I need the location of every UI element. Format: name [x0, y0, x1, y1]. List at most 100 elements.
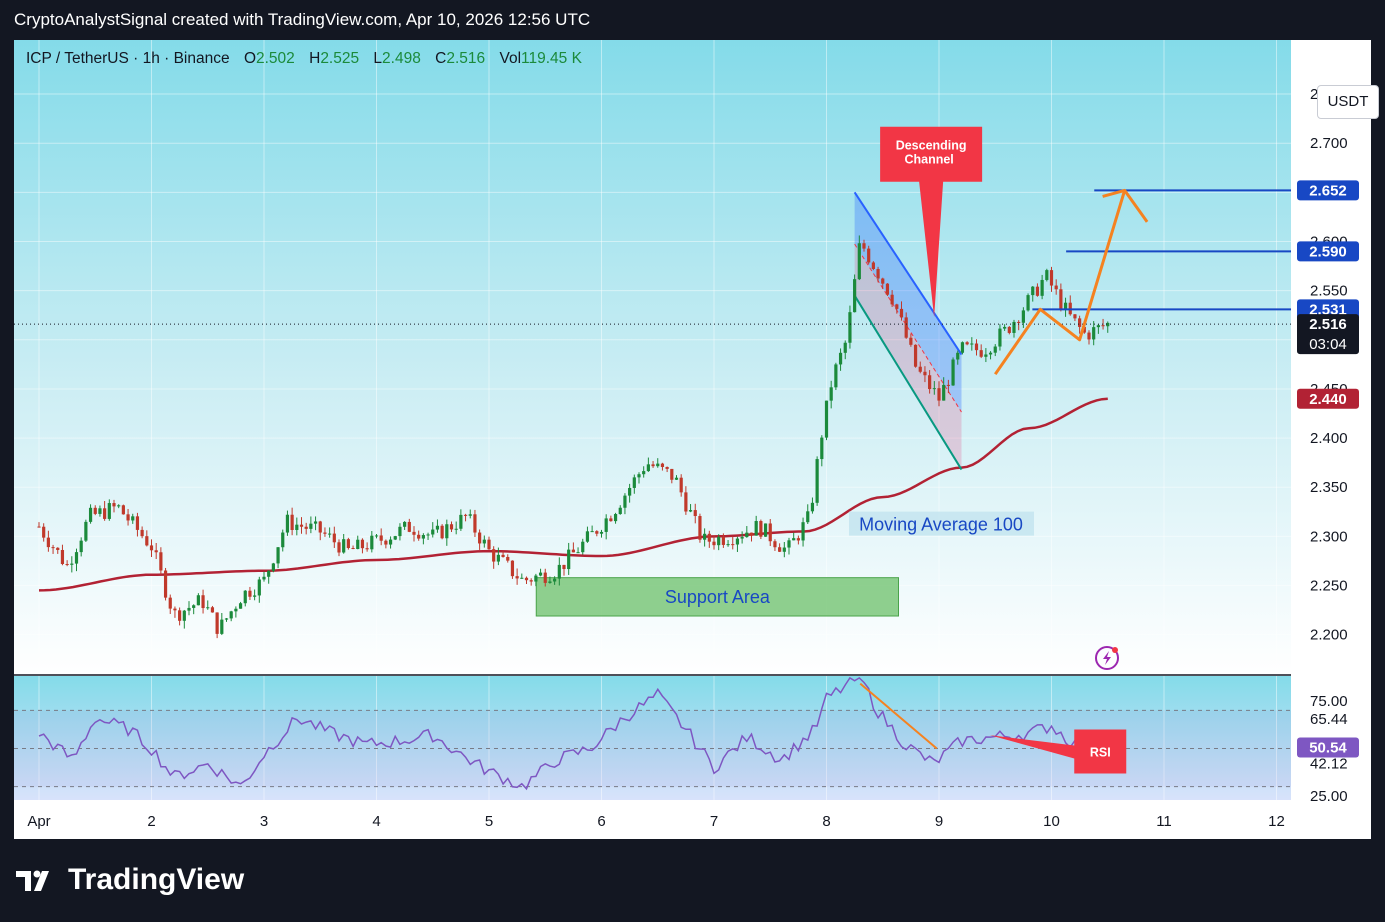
candle-bearish[interactable]: [871, 262, 875, 269]
currency-button[interactable]: USDT: [1317, 85, 1379, 119]
candle-bearish[interactable]: [562, 564, 566, 570]
chart-frame[interactable]: Support Area Descending Channel Moving Ave…: [14, 40, 1379, 839]
candle-bearish[interactable]: [318, 521, 322, 533]
candle-bullish[interactable]: [787, 540, 791, 548]
symbol-legend[interactable]: ICP / TetherUS · 1h · Binance O2.502 H2.…: [26, 50, 582, 68]
candle-bearish[interactable]: [749, 532, 754, 536]
candle-bullish[interactable]: [182, 610, 186, 621]
candle-bullish[interactable]: [674, 477, 679, 480]
candle-bearish[interactable]: [168, 597, 172, 609]
candle-bullish[interactable]: [229, 611, 233, 619]
candle-bullish[interactable]: [782, 547, 786, 552]
candle-bullish[interactable]: [281, 532, 285, 548]
candle-bearish[interactable]: [965, 342, 969, 345]
price-level-tag[interactable]: [1297, 241, 1359, 262]
candle-bullish[interactable]: [984, 354, 988, 357]
candle-bullish[interactable]: [810, 502, 815, 512]
candle-bullish[interactable]: [468, 514, 472, 516]
candle-bullish[interactable]: [445, 524, 449, 539]
candle-bullish[interactable]: [403, 521, 407, 527]
candle-bullish[interactable]: [74, 552, 79, 564]
candle-bearish[interactable]: [299, 524, 304, 527]
time-scale[interactable]: [14, 800, 1371, 839]
candle-bullish[interactable]: [763, 523, 768, 537]
candle-bullish[interactable]: [942, 384, 946, 401]
candle-bearish[interactable]: [571, 549, 575, 553]
candle-bullish[interactable]: [740, 537, 744, 539]
candle-bullish[interactable]: [726, 544, 730, 546]
candle-bearish[interactable]: [346, 539, 350, 549]
candle-bullish[interactable]: [267, 570, 271, 577]
candle-bearish[interactable]: [890, 294, 894, 305]
candle-bearish[interactable]: [51, 547, 55, 549]
candle-bullish[interactable]: [581, 541, 585, 553]
candle-bullish[interactable]: [253, 595, 257, 597]
candle-bearish[interactable]: [679, 477, 683, 493]
candle-bearish[interactable]: [65, 564, 69, 566]
candle-bearish[interactable]: [473, 514, 477, 533]
rsi-line[interactable]: [38, 676, 1099, 791]
candle-bullish[interactable]: [632, 477, 636, 488]
candle-bearish[interactable]: [154, 550, 158, 553]
candle-bearish[interactable]: [332, 533, 336, 543]
candle-bullish[interactable]: [735, 538, 740, 545]
symbol-label[interactable]: ICP / TetherUS · 1h · Binance: [26, 50, 230, 67]
candle-bearish[interactable]: [163, 570, 168, 598]
candle-bearish[interactable]: [407, 521, 411, 532]
candle-bearish[interactable]: [707, 533, 711, 542]
candle-bullish[interactable]: [370, 535, 374, 550]
candle-bullish[interactable]: [956, 352, 960, 360]
candle-bullish[interactable]: [688, 510, 693, 512]
candle-bullish[interactable]: [590, 531, 594, 533]
candle-bearish[interactable]: [918, 366, 922, 372]
moving-average-line[interactable]: [38, 397, 1108, 592]
candle-bearish[interactable]: [492, 549, 496, 562]
candle-bullish[interactable]: [398, 526, 402, 537]
candle-bullish[interactable]: [79, 540, 83, 553]
candle-bullish[interactable]: [117, 505, 121, 507]
candle-bearish[interactable]: [899, 308, 904, 318]
candle-bullish[interactable]: [998, 328, 1002, 347]
candle-bullish[interactable]: [623, 495, 627, 508]
candle-bullish[interactable]: [435, 525, 440, 530]
candle-bullish[interactable]: [576, 552, 580, 554]
descending-channel-callout[interactable]: [880, 126, 983, 318]
candle-bearish[interactable]: [304, 526, 308, 529]
candle-bullish[interactable]: [637, 474, 641, 478]
candle-bullish[interactable]: [585, 531, 590, 542]
candle-bearish[interactable]: [417, 534, 421, 539]
candle-bearish[interactable]: [159, 552, 163, 571]
candle-bearish[interactable]: [867, 248, 871, 263]
candle-bearish[interactable]: [1017, 321, 1021, 323]
candle-bullish[interactable]: [220, 619, 224, 634]
candle-bullish[interactable]: [1092, 327, 1096, 340]
candle-bullish[interactable]: [857, 243, 861, 280]
candle-bullish[interactable]: [295, 524, 299, 531]
candle-bearish[interactable]: [135, 516, 140, 530]
candle-bearish[interactable]: [946, 384, 950, 386]
candle-bullish[interactable]: [843, 342, 847, 353]
candle-bullish[interactable]: [238, 603, 243, 609]
candle-bearish[interactable]: [1035, 286, 1040, 296]
candle-bearish[interactable]: [1049, 270, 1054, 286]
candle-bullish[interactable]: [815, 459, 819, 503]
candle-bullish[interactable]: [792, 538, 796, 541]
candle-bullish[interactable]: [262, 576, 266, 580]
candle-bullish[interactable]: [388, 539, 393, 545]
candle-bullish[interactable]: [820, 437, 824, 460]
candle-bullish[interactable]: [374, 535, 379, 537]
candle-bearish[interactable]: [510, 560, 515, 577]
candle-bullish[interactable]: [1106, 322, 1110, 327]
candle-bullish[interactable]: [988, 352, 993, 355]
candle-bullish[interactable]: [393, 536, 397, 540]
candle-bearish[interactable]: [1087, 332, 1091, 340]
candle-bearish[interactable]: [248, 590, 252, 597]
channel-lower-line[interactable]: [853, 295, 963, 471]
candle-bearish[interactable]: [323, 532, 327, 534]
projection-path[interactable]: [994, 189, 1127, 376]
candle-bullish[interactable]: [656, 463, 660, 467]
candle-bullish[interactable]: [932, 388, 936, 390]
candle-bearish[interactable]: [178, 610, 182, 621]
candle-bullish[interactable]: [196, 595, 200, 606]
candle-bullish[interactable]: [951, 359, 955, 386]
